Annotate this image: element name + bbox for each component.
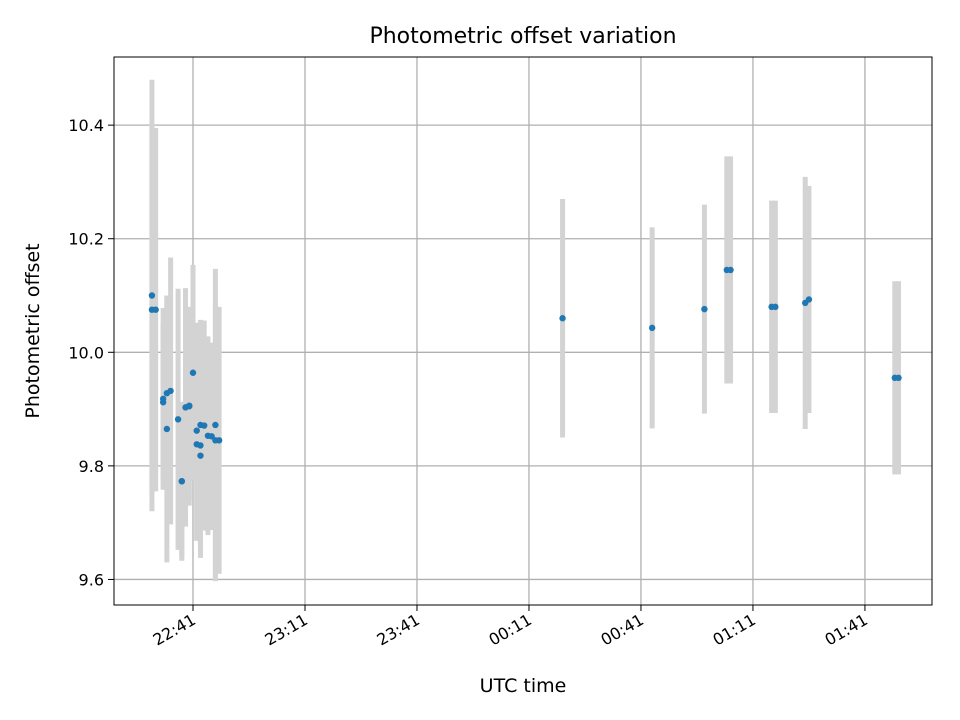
y-tick-label: 10.0: [68, 343, 104, 362]
data-point: [212, 421, 219, 429]
data-point: [152, 306, 159, 313]
data-point: [159, 395, 167, 403]
plot-area: [114, 57, 932, 605]
y-tick-label: 9.6: [79, 570, 104, 589]
data-point: [701, 305, 708, 313]
data-point: [189, 369, 197, 376]
data-point: [559, 315, 566, 322]
y-tick-label: 10.2: [68, 230, 104, 249]
data-point: [186, 402, 193, 409]
data-point: [193, 427, 200, 434]
x-axis-label: UTC time: [480, 675, 567, 697]
data-point: [648, 324, 656, 332]
data-point: [148, 292, 156, 299]
y-tick-label: 10.4: [68, 116, 104, 135]
data-point: [215, 437, 223, 444]
data-point: [895, 374, 902, 382]
data-point: [167, 387, 174, 395]
data-point: [772, 303, 779, 311]
y-axis: 9.6 9.8 10.0 10.2 10.4: [68, 116, 114, 589]
data-points: [148, 266, 902, 485]
grid: [114, 57, 932, 605]
data-point: [200, 422, 208, 429]
y-tick-label: 9.8: [79, 457, 104, 476]
data-point: [805, 296, 813, 303]
data-point: [197, 452, 204, 459]
plot-frame: [113, 56, 933, 606]
data-point: [178, 478, 186, 485]
data-point: [197, 442, 204, 449]
chart-title: Photometric offset variation: [369, 24, 676, 49]
data-point: [174, 416, 182, 423]
data-point: [727, 266, 734, 274]
y-axis-label: Photometric offset: [22, 243, 44, 418]
data-point: [163, 425, 171, 433]
